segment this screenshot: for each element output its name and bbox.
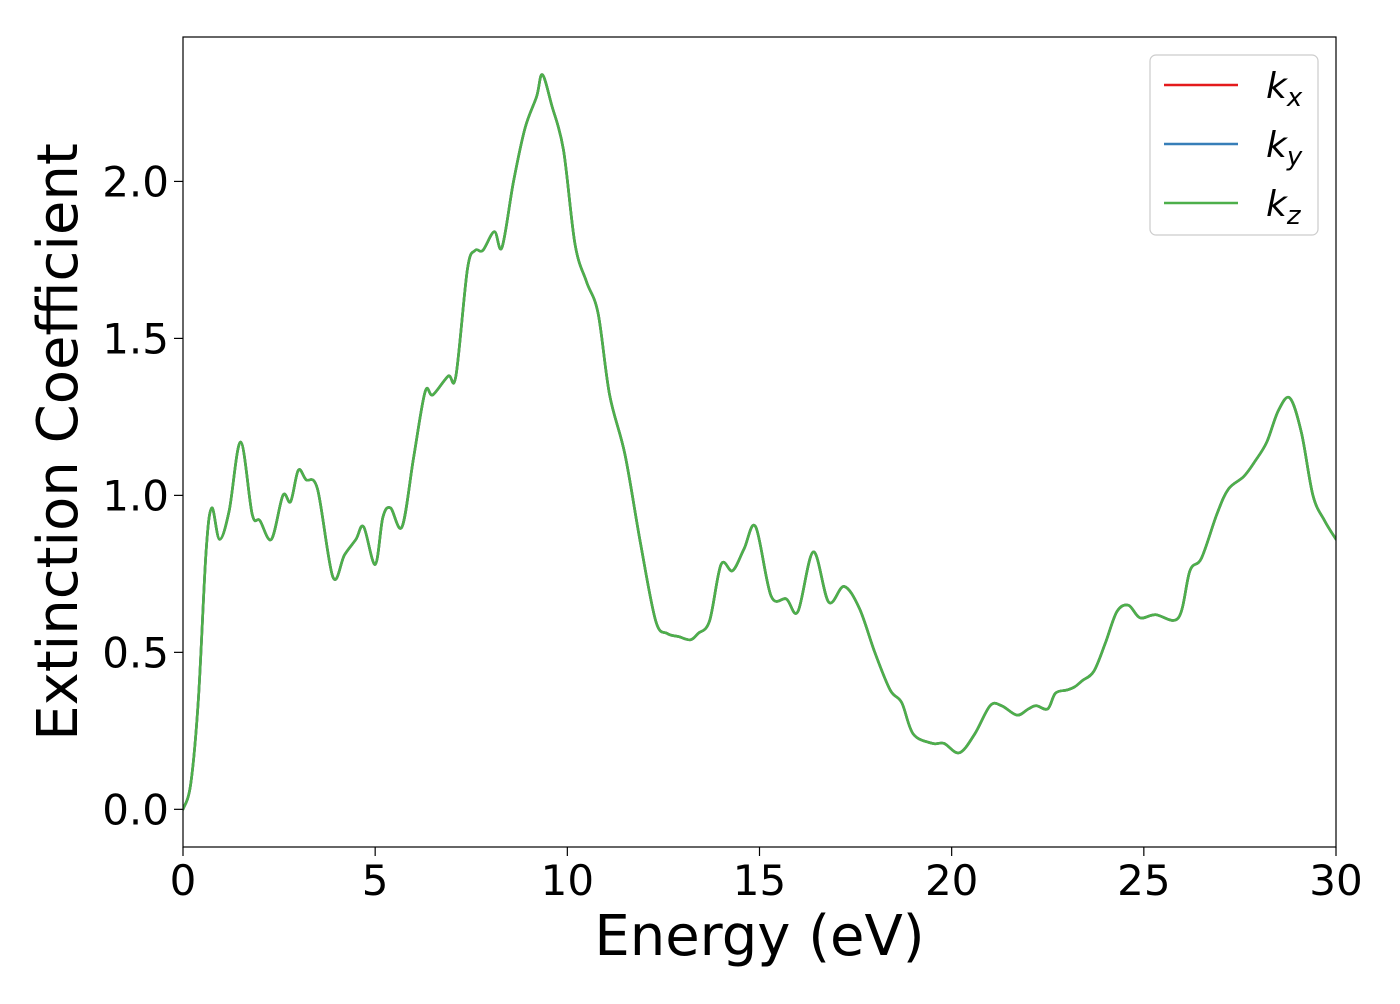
legend-label-x: kx (1266, 66, 1303, 113)
x-tick-label: 0 (170, 856, 197, 905)
series-layer (183, 73, 1336, 811)
y-tick-label: 1.0 (102, 471, 169, 520)
legend-label-y: ky (1266, 125, 1303, 172)
legend-items: kx ky kz (1164, 66, 1303, 231)
y-axis-label: Extinction Coefficient (26, 143, 91, 741)
y-tick-label: 0.5 (102, 628, 169, 677)
x-tick-label: 20 (925, 856, 978, 905)
y-tick-label: 1.5 (102, 314, 169, 363)
y-axis: 0.0 0.5 1.0 1.5 2.0 (102, 157, 183, 834)
y-tick-label: 2.0 (102, 157, 169, 206)
series-line-k-z (183, 73, 1336, 811)
x-tick-label: 15 (733, 856, 786, 905)
x-tick-label: 10 (541, 856, 594, 905)
legend-label-z: kz (1266, 184, 1302, 231)
x-axis-label: Energy (eV) (594, 904, 924, 969)
x-axis: 0 5 10 15 20 25 30 (170, 847, 1363, 905)
y-tick-label: 0.0 (102, 785, 169, 834)
x-tick-label: 30 (1309, 856, 1362, 905)
x-tick-label: 5 (362, 856, 389, 905)
x-tick-label: 25 (1117, 856, 1170, 905)
legend: kx ky kz (1149, 54, 1319, 236)
